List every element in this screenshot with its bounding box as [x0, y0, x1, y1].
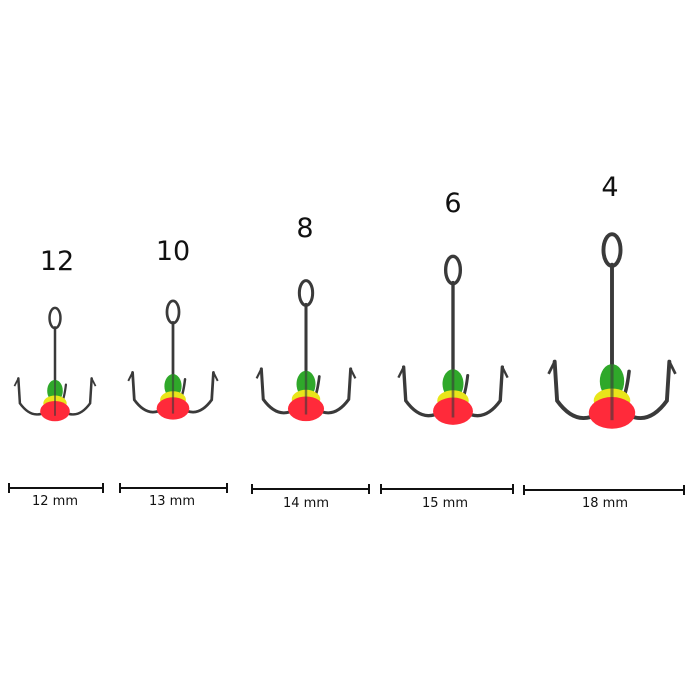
- length-label: 14 mm: [282, 496, 330, 511]
- length-label: 13 mm: [148, 494, 196, 509]
- scale-bar: [523, 485, 685, 495]
- length-label: 18 mm: [581, 496, 629, 511]
- scale-bar: [8, 483, 104, 493]
- treble-hook: [255, 279, 357, 422]
- hook-size-label: 6: [444, 188, 462, 219]
- hook-size-label: 12: [39, 246, 75, 277]
- hook-size-label: 4: [601, 172, 619, 203]
- scale-bar: [119, 483, 228, 493]
- length-label: 15 mm: [421, 496, 469, 511]
- hook-size-label: 8: [296, 213, 314, 244]
- hook-size-label: 10: [155, 236, 191, 267]
- treble-hook: [13, 306, 97, 422]
- treble-hook: [397, 254, 509, 425]
- treble-hook: [127, 299, 219, 420]
- length-label: 12 mm: [31, 494, 79, 509]
- scale-bar: [380, 484, 514, 494]
- treble-hook: [547, 232, 677, 429]
- scale-bar: [251, 484, 370, 494]
